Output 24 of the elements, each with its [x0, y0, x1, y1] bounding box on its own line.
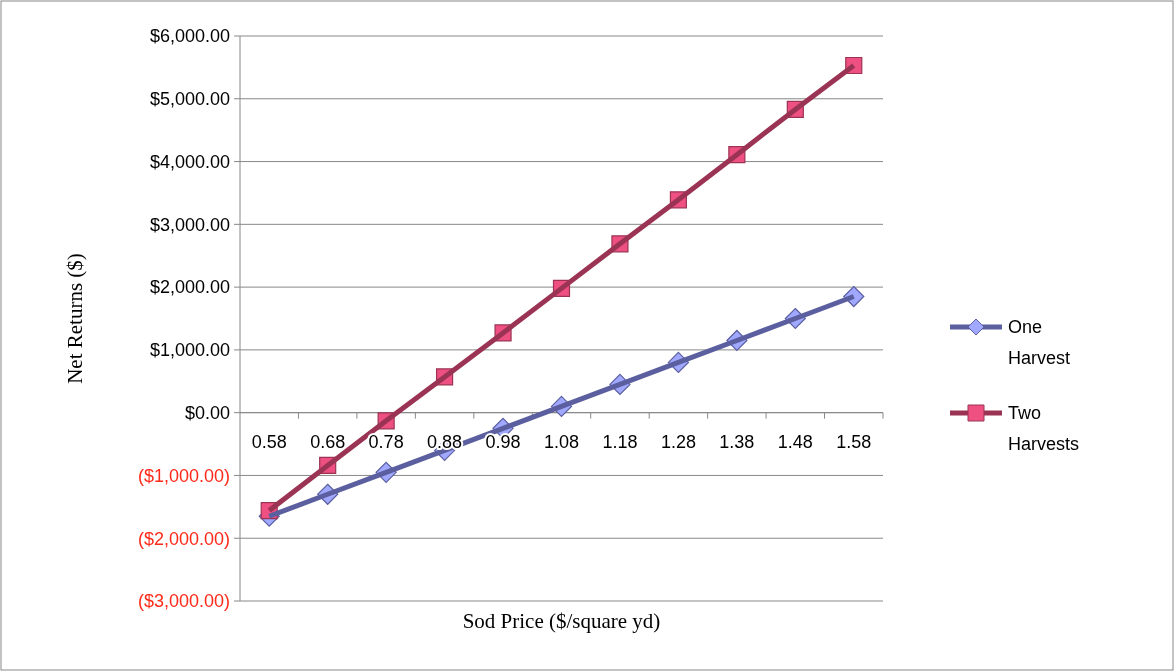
- y-tick-label: $3,000.00: [149, 214, 230, 235]
- x-tick-label: 1.18: [602, 431, 638, 452]
- y-tick-label: ($3,000.00): [137, 591, 230, 612]
- legend-label: One Harvest: [1008, 317, 1071, 368]
- x-axis-title: Sod Price ($/square yd): [462, 609, 661, 633]
- x-tick-label: 0.68: [310, 431, 346, 452]
- x-tick-label: 1.48: [777, 431, 813, 452]
- y-tick-label: $6,000.00: [149, 26, 230, 47]
- y-tick-label: $0.00: [184, 402, 230, 423]
- x-tick-label: 0.98: [485, 431, 521, 452]
- x-tick-label: 1.08: [543, 431, 580, 452]
- y-tick-label: $5,000.00: [149, 89, 230, 110]
- y-tick-label: $2,000.00: [149, 277, 230, 298]
- x-tick-label: 1.38: [719, 431, 755, 452]
- y-tick-label: ($2,000.00): [137, 528, 230, 549]
- legend-label: Two Harvests: [1008, 403, 1080, 454]
- x-tick-label: 0.58: [251, 431, 287, 452]
- y-tick-label: ($1,000.00): [137, 465, 230, 486]
- y-tick-label: $1,000.00: [149, 340, 230, 361]
- y-tick-label: $4,000.00: [149, 151, 230, 172]
- x-tick-label: 1.58: [836, 431, 872, 452]
- y-axis-title: Net Returns ($): [63, 253, 87, 384]
- x-tick-label: 0.78: [368, 431, 404, 452]
- x-tick-label: 1.28: [660, 431, 696, 452]
